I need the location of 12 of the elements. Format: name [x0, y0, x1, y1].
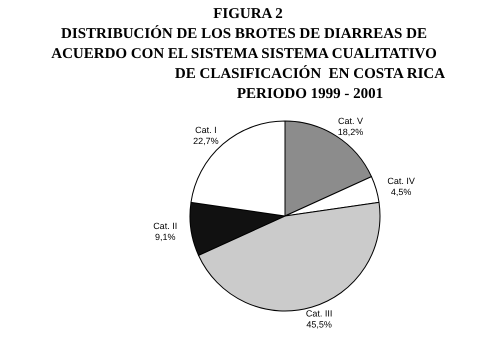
data-label: 22,7% [193, 136, 219, 146]
data-label: 45,5% [306, 320, 332, 330]
data-label: 4,5% [390, 186, 412, 197]
slice-label: Cat. IV [387, 176, 415, 186]
data-label: 9,1% [154, 232, 176, 242]
data-label: 18,2% [338, 127, 364, 138]
slice-label: Cat. V [338, 116, 363, 126]
slice-label: Cat. III [306, 308, 332, 319]
slice-label: Cat. II [153, 221, 178, 232]
chart-title: FIGURA 2 [213, 6, 283, 22]
slice-label: Cat. I [195, 125, 217, 136]
chart-subtitle: DISTRIBUCIÓN DE LOS BROTES DE DIARREAS DE ACUERDO CON EL SISTEMA SISTEMA CUALITATIVO DE CLASIFICACIÓN EN COSTA RICA PERIODO 1999 - 2001 [51, 25, 446, 102]
